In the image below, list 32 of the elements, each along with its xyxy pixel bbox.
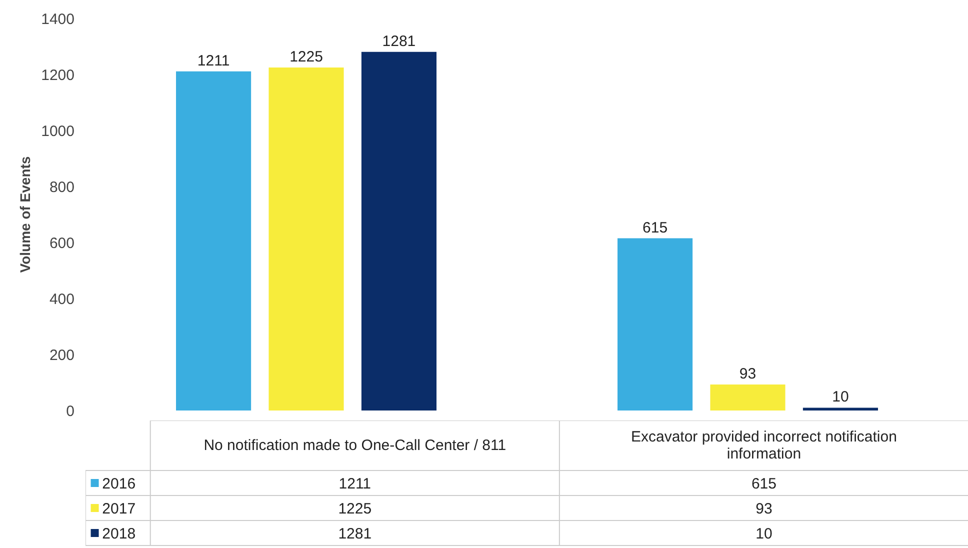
text: 93 xyxy=(739,365,756,382)
y-tick-label: 800 xyxy=(49,179,75,196)
y-tick-label: 600 xyxy=(49,235,75,252)
data-label: 93 xyxy=(756,500,772,518)
text: 1211 xyxy=(197,52,230,70)
y-tick-label: 0 xyxy=(66,403,74,420)
legend-label: 2016 xyxy=(102,476,136,492)
y-axis-title: Volume of Events xyxy=(17,156,34,273)
text: 615 xyxy=(642,219,668,236)
data-label: 10 xyxy=(756,526,772,542)
bar xyxy=(176,71,252,410)
bar xyxy=(268,68,344,410)
data-label: 1281 xyxy=(338,526,372,542)
y-tick-label: 400 xyxy=(49,291,75,308)
x-tick-label: No notification made to One-Call Center / 811 xyxy=(204,437,506,454)
legend-label: 2017 xyxy=(102,500,136,518)
data-label: 615 xyxy=(751,476,776,492)
y-tick-label: 200 xyxy=(49,347,75,364)
bar xyxy=(618,238,693,410)
bar xyxy=(710,384,786,410)
bar xyxy=(802,408,878,410)
y-tick-label: 1000 xyxy=(41,123,75,140)
legend-label: 2018 xyxy=(102,526,136,542)
bar xyxy=(361,52,436,410)
data-label: 1211 xyxy=(338,476,372,492)
y-tick-label: 1400 xyxy=(41,11,75,28)
text: 1225 xyxy=(290,48,323,66)
x-tick-label: Excavator provided incorrect notification information xyxy=(630,428,897,462)
text: 10 xyxy=(832,388,849,406)
data-label: 1225 xyxy=(338,500,372,518)
y-tick-label: 1200 xyxy=(41,67,75,84)
text: 1281 xyxy=(382,32,416,50)
